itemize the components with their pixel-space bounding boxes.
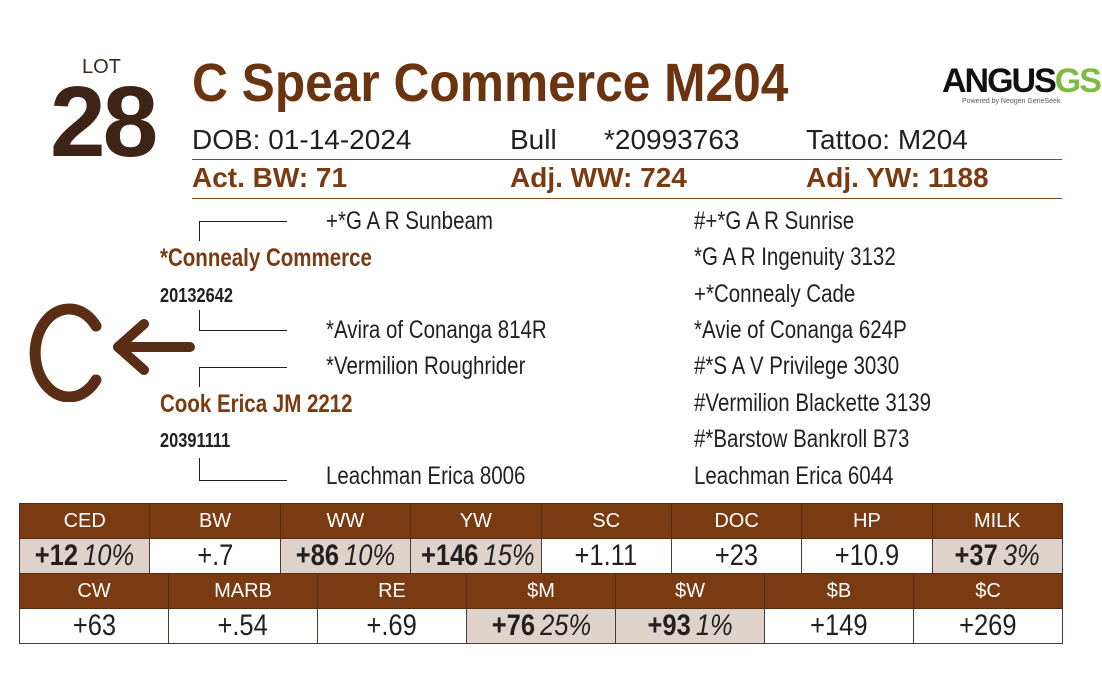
epd-value: +86 10% <box>279 538 412 574</box>
epd-label: MARB <box>168 573 318 609</box>
great-grandparent: #*S A V Privilege 3030 <box>694 352 900 380</box>
dob: DOB: 01-14-2024 <box>192 124 412 155</box>
epd-value: +37 3% <box>931 538 1064 574</box>
great-grandparent: *Avie of Conanga 624P <box>694 316 907 344</box>
sire-sire: +*G A R Sunbeam <box>326 207 493 235</box>
divider <box>192 198 1062 199</box>
epd-percentile: 1% <box>695 609 733 642</box>
epd-value: +63 <box>19 608 169 644</box>
epd-value: +1.11 <box>540 538 672 574</box>
dam-name: Cook Erica JM 2212 <box>160 390 353 418</box>
logo-suffix: GS <box>1054 62 1102 100</box>
epd-label: CED <box>18 503 151 539</box>
logo-tagline: Powered by Neogen GeneSeek <box>962 98 1061 105</box>
angus-gs-logo: ANGUSGS Powered by Neogen GeneSeek <box>942 62 1102 110</box>
animal-name-title: C Spear Commerce M204 <box>192 53 789 113</box>
epd-label: CW <box>19 573 169 609</box>
epd-label: DOC <box>670 503 803 539</box>
brand-mark <box>29 303 195 402</box>
epd-value: +10.9 <box>801 538 933 574</box>
epd-value: +23 <box>670 538 803 574</box>
dam-registration: 20391111 <box>160 430 231 452</box>
epd-table-row2: CW MARB RE $M $W $B $C +63 +.54 +.69 +76 25% +93 1% +… <box>19 573 1063 644</box>
epd-value: +.69 <box>317 608 467 644</box>
epd-value: +.7 <box>149 538 281 574</box>
epd-percentile: 3% <box>1003 539 1040 572</box>
epd-value: +.54 <box>168 608 318 644</box>
divider <box>192 159 1062 160</box>
sire-dam: *Avira of Conanga 814R <box>326 316 547 344</box>
epd-value: +76 25% <box>466 608 616 644</box>
epd-label: WW <box>279 503 412 539</box>
dam-dam: Leachman Erica 8006 <box>326 462 526 490</box>
dam-sire: *Vermilion Roughrider <box>326 352 526 380</box>
lot-number: 28 <box>50 66 158 178</box>
registration-number: *20993763 <box>604 124 740 155</box>
epd-label: $M <box>466 573 616 609</box>
sire-registration: 20132642 <box>160 285 233 307</box>
epd-percentile: 15% <box>483 539 535 572</box>
sex: Bull <box>510 124 557 155</box>
epd-value: +146 15% <box>410 538 542 574</box>
epd-percentile: 25% <box>539 609 591 642</box>
epd-label: $W <box>615 573 765 609</box>
epd-percentile: 10% <box>344 539 396 572</box>
tattoo: Tattoo: M204 <box>806 124 968 155</box>
great-grandparent: +*Connealy Cade <box>694 280 856 308</box>
lot-label: LOT <box>82 56 121 78</box>
epd-label: BW <box>149 503 281 539</box>
brand-c-icon <box>29 303 102 402</box>
epd-label: HP <box>801 503 933 539</box>
epd-value: +12 10% <box>18 538 151 574</box>
actual-birth-weight: Act. BW: 71 <box>192 162 348 193</box>
epd-percentile: 10% <box>83 539 135 572</box>
epd-label: YW <box>410 503 542 539</box>
great-grandparent: *G A R Ingenuity 3132 <box>694 243 896 271</box>
epd-label: MILK <box>931 503 1064 539</box>
sire-name: *Connealy Commerce <box>160 244 372 272</box>
adjusted-weaning-weight: Adj. WW: 724 <box>510 162 687 193</box>
great-grandparent: #+*G A R Sunrise <box>694 207 855 235</box>
epd-label: SC <box>540 503 672 539</box>
great-grandparent: #Vermilion Blackette 3139 <box>694 389 932 417</box>
epd-label: $B <box>764 573 914 609</box>
epd-table-row1: CED BW WW YW SC DOC HP MILK +12 10% +.7 +86 10% +146… <box>18 503 1064 574</box>
great-grandparent: #*Barstow Bankroll B73 <box>694 425 910 453</box>
adjusted-yearling-weight: Adj. YW: 1188 <box>806 162 989 193</box>
logo-word: ANGUS <box>942 62 1057 100</box>
great-grandparent: Leachman Erica 6044 <box>694 462 894 490</box>
epd-label: RE <box>317 573 467 609</box>
epd-value: +149 <box>764 608 914 644</box>
epd-value: +93 1% <box>615 608 765 644</box>
epd-label: $C <box>913 573 1063 609</box>
epd-value: +269 <box>913 608 1063 644</box>
